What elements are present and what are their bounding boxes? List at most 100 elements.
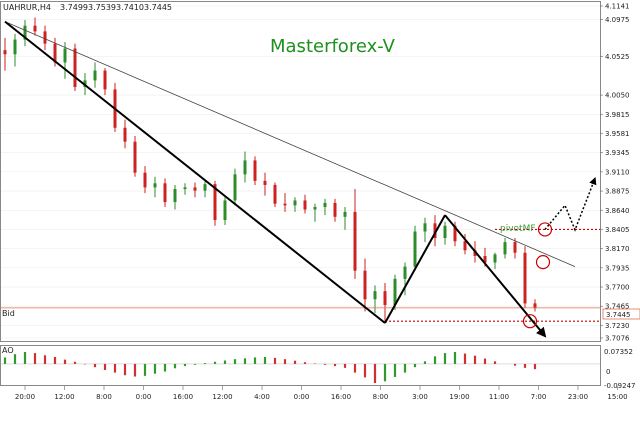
price-tick-label: 4.0975 [605, 16, 630, 24]
time-tick-label: 12:00 [212, 393, 232, 401]
candle-down[interactable] [163, 183, 167, 203]
candle-up[interactable] [83, 80, 87, 87]
price-tick-label: 3.8405 [605, 226, 630, 234]
price-tick-label: 3.8640 [605, 207, 630, 215]
candle-up[interactable] [323, 202, 327, 207]
time-tick-label: 20:00 [15, 393, 35, 401]
candle-down[interactable] [363, 270, 367, 300]
candle-down[interactable] [103, 70, 107, 90]
candle-up[interactable] [233, 174, 237, 201]
time-tick-label: 8:00 [373, 393, 389, 401]
candle-down[interactable] [73, 48, 77, 87]
candle-down[interactable] [513, 242, 517, 253]
current-price-box [602, 308, 640, 320]
price-tick-label: 3.7935 [605, 264, 630, 272]
time-tick-label: 0:00 [136, 393, 152, 401]
candle-up[interactable] [373, 291, 377, 300]
candle-down[interactable] [433, 223, 437, 239]
price-tick-label: 3.7465 [605, 303, 630, 311]
time-axis: 20:00 12:00 8:00 0:00 16:00 12:00 4:00 0:00 16:0… [15, 386, 628, 401]
price-plot-area[interactable] [0, 1, 601, 342]
price-tick-label: 3.9815 [605, 111, 630, 119]
price-axis: 4.1141 4.0975 4.0525 4.0050 3.9815 3.9581 3.93… [600, 3, 630, 343]
candle-up[interactable] [173, 189, 177, 203]
candle-down[interactable] [53, 43, 57, 63]
candle-up[interactable] [493, 254, 497, 263]
wave-line [384, 214, 446, 324]
candle-up[interactable] [343, 211, 347, 217]
candle-down[interactable] [263, 180, 267, 185]
candle-down[interactable] [463, 241, 467, 251]
candle-up[interactable] [403, 266, 407, 279]
price-tick-label: 3.7230 [605, 322, 630, 330]
candle-down[interactable] [193, 187, 197, 191]
candle-down[interactable] [383, 291, 387, 306]
candle-up[interactable] [393, 278, 397, 306]
candle-up[interactable] [413, 231, 417, 267]
time-tick-label: 16:00 [331, 393, 351, 401]
candle-up[interactable] [293, 200, 297, 206]
candle-down[interactable] [333, 202, 337, 217]
candle-up[interactable] [423, 223, 427, 232]
brand-watermark: Masterforex-V [270, 36, 396, 57]
ao-tick-bottom: -0.09247 [604, 382, 635, 390]
candle-up[interactable] [93, 70, 97, 81]
price-tick-label: 4.1141 [605, 3, 630, 11]
candle-down[interactable] [33, 25, 37, 32]
price-tick-label: 3.9345 [605, 149, 630, 157]
candle-up[interactable] [203, 184, 207, 191]
time-tick-label: 23:00 [568, 393, 588, 401]
candle-up[interactable] [23, 25, 27, 40]
ao-tick-top: 0.07352 [604, 348, 633, 356]
candle-down[interactable] [273, 184, 277, 204]
price-tick-label: 4.0050 [605, 92, 630, 100]
candle-up[interactable] [183, 187, 187, 190]
candle-down[interactable] [3, 50, 7, 55]
candle-up[interactable] [63, 48, 67, 63]
candle-down[interactable] [283, 203, 287, 206]
candle-up[interactable] [13, 39, 17, 55]
candle-down[interactable] [43, 31, 47, 44]
candle-up[interactable] [223, 200, 227, 221]
candle-down[interactable] [483, 256, 487, 263]
candle-down[interactable] [213, 184, 217, 221]
time-tick-label: 7:00 [531, 393, 547, 401]
trendlines [1, 20, 600, 338]
ao-plot-area[interactable] [0, 345, 601, 386]
candle-up[interactable] [503, 242, 507, 255]
pivot-circle-marker [535, 255, 551, 270]
pivot-circle-marker [522, 314, 538, 329]
symbol-label: UAHRUR,H4 [3, 3, 51, 12]
price-tick-label: 3.8170 [605, 245, 630, 253]
candle-down[interactable] [133, 141, 137, 173]
candle-up[interactable] [313, 206, 317, 210]
candle-down[interactable] [303, 200, 307, 210]
candle-down[interactable] [533, 303, 537, 309]
pivot-circle-marker [537, 222, 553, 237]
ao-histogram [1, 352, 600, 384]
candle-down[interactable] [473, 250, 477, 257]
pivot-annotation: pivotMF [500, 224, 536, 234]
low-value: 3.7410 [116, 3, 144, 12]
price-tick-label: 3.9581 [605, 130, 630, 138]
current-price-label: 3.7445 [606, 311, 631, 319]
candle-down[interactable] [253, 160, 257, 181]
time-tick-label: 19:00 [449, 393, 469, 401]
time-tick-label: 11:00 [489, 393, 509, 401]
bid-label: Bid [2, 309, 15, 318]
time-tick-label: 12:00 [54, 393, 74, 401]
candle-up[interactable] [443, 225, 447, 239]
candle-down[interactable] [143, 172, 147, 188]
candle-down[interactable] [453, 225, 457, 242]
candle-up[interactable] [153, 183, 157, 188]
time-tick-label: 15:00 [607, 393, 627, 401]
forecast-path [544, 177, 597, 232]
candle-down[interactable] [523, 252, 527, 304]
candle-up[interactable] [243, 160, 247, 175]
candles [3, 17, 537, 323]
candle-down[interactable] [353, 211, 357, 271]
ao-tick-zero: 0 [606, 368, 610, 376]
candle-down[interactable] [123, 127, 127, 142]
resistance-trendline [4, 21, 576, 267]
